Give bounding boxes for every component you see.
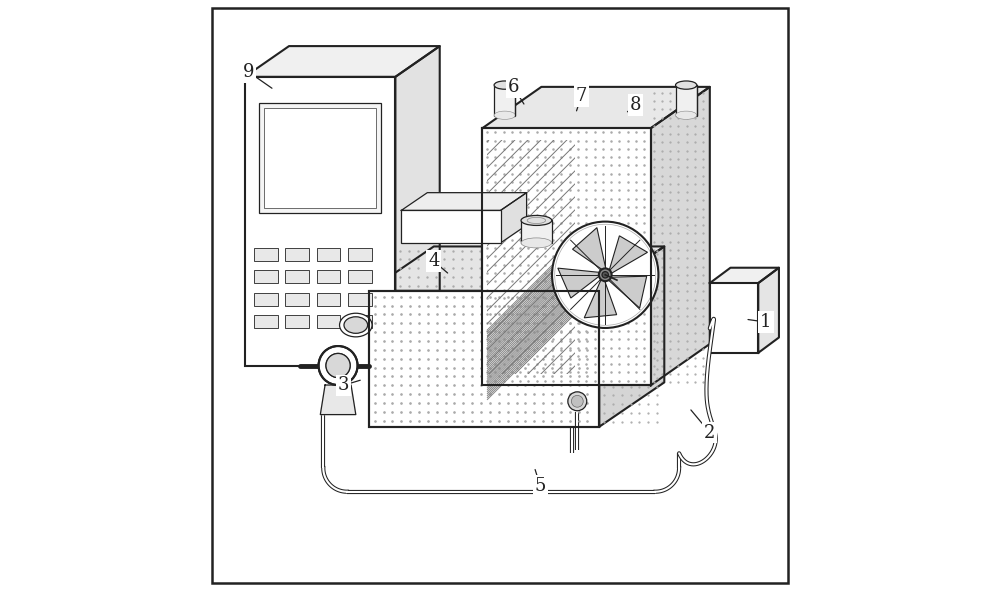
Bar bbox=[254, 270, 278, 283]
Text: 5: 5 bbox=[535, 477, 546, 495]
Bar bbox=[259, 103, 381, 213]
Polygon shape bbox=[320, 385, 356, 415]
Bar bbox=[710, 283, 758, 353]
Text: 7: 7 bbox=[576, 87, 587, 105]
Bar bbox=[264, 108, 376, 208]
Polygon shape bbox=[501, 193, 527, 243]
Circle shape bbox=[326, 353, 350, 378]
Circle shape bbox=[552, 222, 658, 328]
Ellipse shape bbox=[676, 111, 697, 119]
Polygon shape bbox=[710, 268, 779, 283]
Ellipse shape bbox=[340, 313, 372, 337]
Bar bbox=[254, 315, 278, 328]
Text: 4: 4 bbox=[428, 252, 439, 270]
Bar bbox=[521, 220, 552, 243]
Ellipse shape bbox=[344, 317, 368, 333]
Text: 9: 9 bbox=[243, 63, 255, 81]
Bar bbox=[348, 315, 372, 328]
Polygon shape bbox=[401, 193, 527, 210]
Ellipse shape bbox=[494, 111, 515, 119]
Ellipse shape bbox=[521, 216, 552, 225]
Polygon shape bbox=[482, 87, 710, 128]
Bar bbox=[254, 248, 278, 261]
Polygon shape bbox=[651, 87, 710, 385]
Bar bbox=[348, 248, 372, 261]
Bar bbox=[369, 291, 599, 427]
Text: 8: 8 bbox=[630, 96, 642, 114]
Bar bbox=[482, 128, 651, 385]
Bar bbox=[401, 210, 501, 243]
Bar bbox=[494, 86, 515, 116]
Polygon shape bbox=[758, 268, 779, 353]
Polygon shape bbox=[369, 246, 664, 291]
Polygon shape bbox=[608, 276, 647, 308]
Bar bbox=[245, 77, 395, 366]
Text: 6: 6 bbox=[508, 79, 519, 96]
Bar bbox=[285, 270, 309, 283]
Text: 3: 3 bbox=[338, 376, 349, 394]
Bar bbox=[482, 128, 651, 385]
Bar bbox=[285, 248, 309, 261]
Bar bbox=[317, 293, 340, 306]
Bar bbox=[348, 293, 372, 306]
Circle shape bbox=[571, 395, 583, 407]
Polygon shape bbox=[609, 236, 647, 274]
Polygon shape bbox=[558, 268, 600, 298]
Bar bbox=[317, 248, 340, 261]
Bar bbox=[369, 291, 599, 427]
Polygon shape bbox=[573, 228, 606, 270]
Bar bbox=[317, 270, 340, 283]
Circle shape bbox=[602, 272, 608, 278]
Polygon shape bbox=[395, 46, 440, 366]
Bar bbox=[254, 293, 278, 306]
Circle shape bbox=[326, 353, 350, 378]
Bar bbox=[676, 86, 697, 116]
Bar bbox=[482, 128, 575, 385]
Text: 2: 2 bbox=[704, 424, 715, 441]
Circle shape bbox=[568, 392, 587, 411]
Ellipse shape bbox=[676, 81, 697, 89]
Polygon shape bbox=[584, 278, 617, 318]
Bar bbox=[285, 293, 309, 306]
Polygon shape bbox=[245, 46, 440, 77]
Bar bbox=[317, 315, 340, 328]
Polygon shape bbox=[599, 246, 664, 427]
Text: 1: 1 bbox=[760, 313, 772, 331]
Circle shape bbox=[319, 346, 358, 385]
Bar bbox=[348, 270, 372, 283]
Ellipse shape bbox=[521, 238, 552, 248]
Circle shape bbox=[599, 268, 612, 281]
Bar bbox=[285, 315, 309, 328]
Ellipse shape bbox=[494, 81, 515, 89]
